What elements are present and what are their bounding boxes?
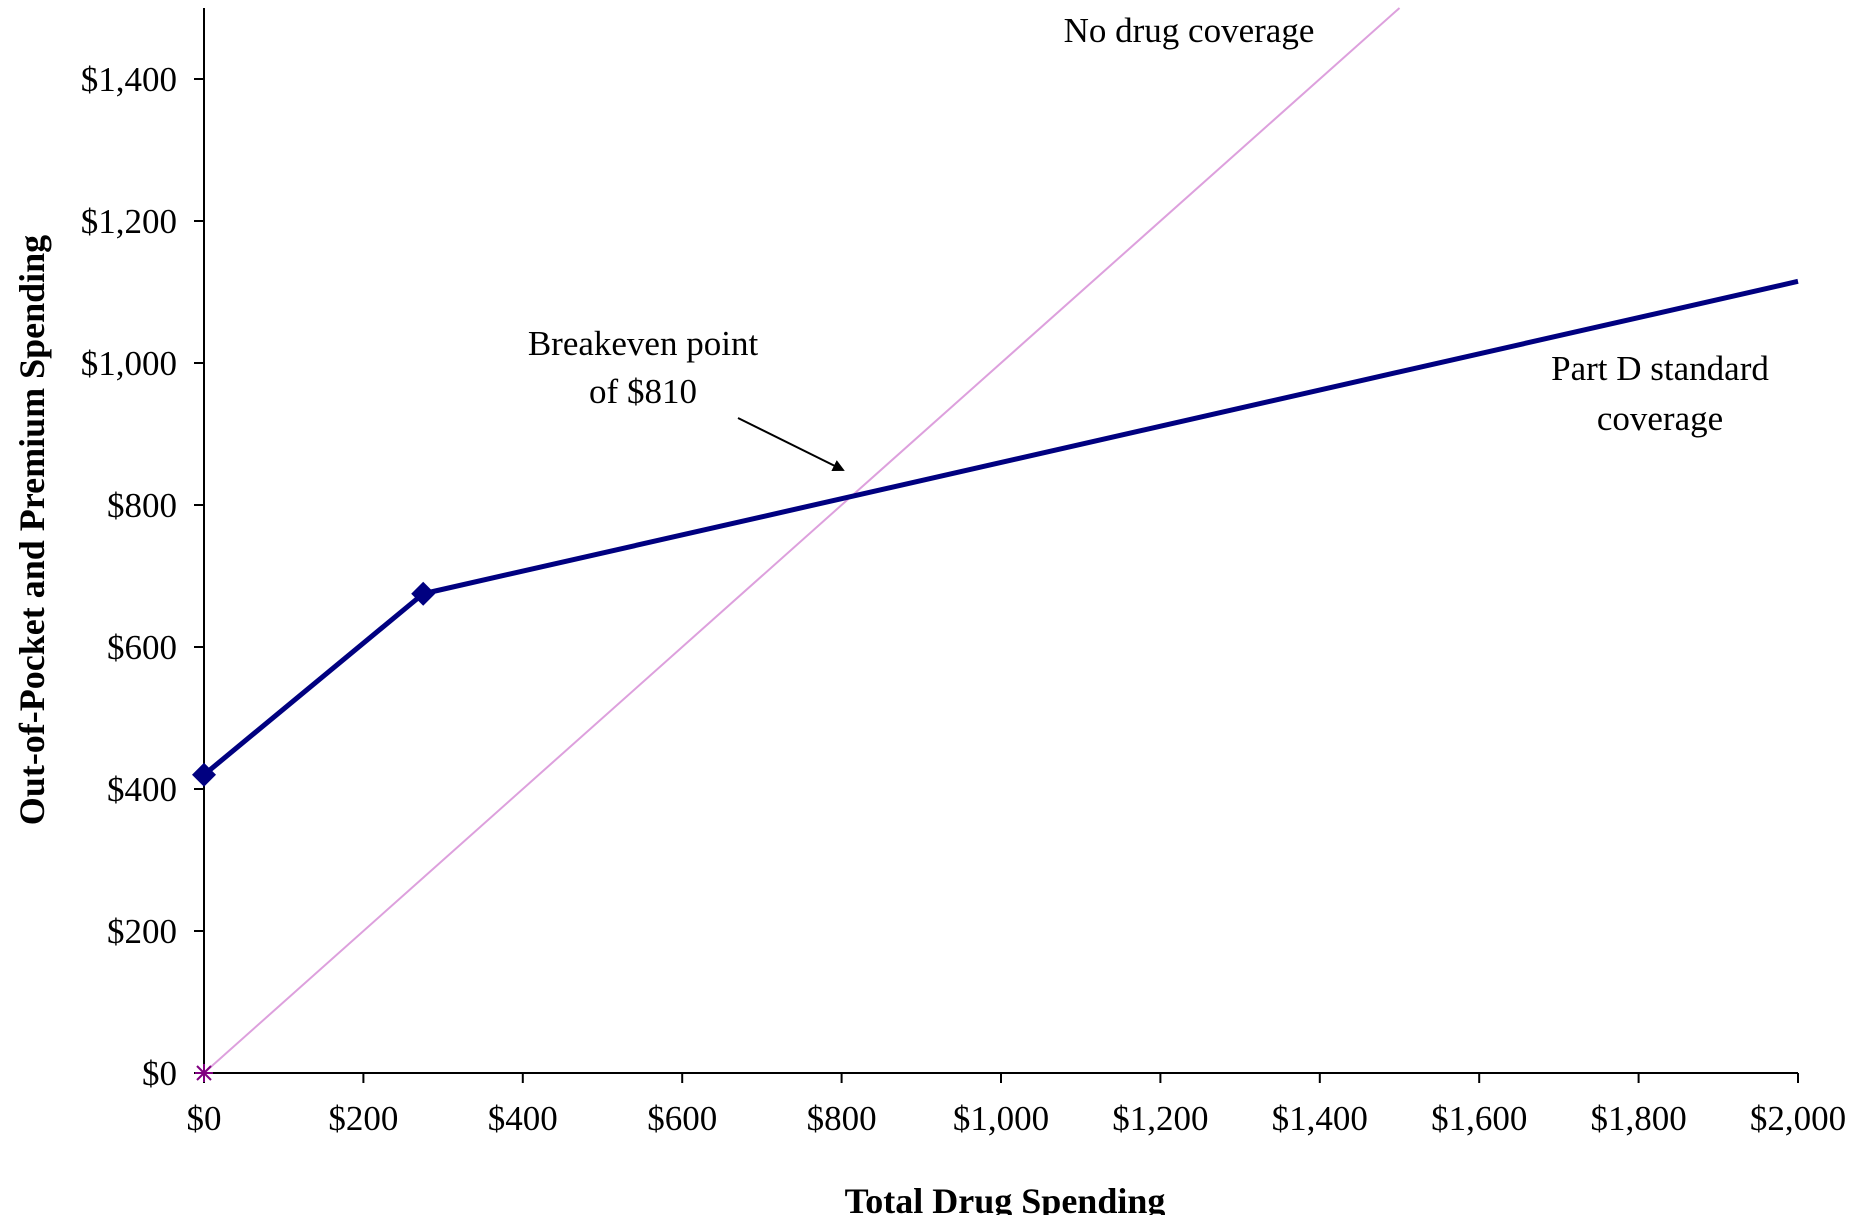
breakeven-arrow [737,417,845,471]
x-tick-label: $600 [647,1099,717,1138]
y-tick-label: $1,000 [81,344,177,383]
axes [203,8,1798,1074]
x-tick-label: $1,600 [1431,1099,1527,1138]
no-coverage-label: No drug coverage [1064,11,1315,50]
breakeven-label-line2: of $810 [589,372,697,411]
x-axis-title: Total Drug Spending [845,1181,1166,1215]
part-d-label-line2: coverage [1597,399,1723,438]
y-tick-label: $200 [107,912,177,951]
breakeven-label-line1: Breakeven point [528,324,759,363]
x-tick-label: $200 [328,1099,398,1138]
x-tick-label: $400 [488,1099,558,1138]
x-tick-label: $2,000 [1750,1099,1846,1138]
y-tick-label: $1,200 [81,202,177,241]
part-d-label-line1: Part D standard [1551,349,1769,388]
x-tick-label: $1,400 [1272,1099,1368,1138]
x-tick-label: $800 [807,1099,877,1138]
x-tick-label: $1,800 [1590,1099,1686,1138]
series-layer [192,7,1799,1082]
x-ticks: $0 $200 $400 $600 $800 $1,000 $1,200 $1,400 $1,6… [187,1073,1846,1138]
y-tick-label: $800 [107,486,177,525]
y-ticks: $0 $200 $400 $600 $800 $1,000 $1,200 $1,400 [81,60,204,1093]
y-tick-label: $400 [107,770,177,809]
x-tick-label: $1,000 [953,1099,1049,1138]
y-axis-title: Out-of-Pocket and Premium Spending [12,235,52,825]
part-d-point-marker [411,581,436,606]
series-no-drug-coverage [203,7,1401,1074]
x-tick-label: $1,200 [1112,1099,1208,1138]
x-tick-label: $0 [187,1099,222,1138]
y-tick-label: $0 [142,1054,177,1093]
part-d-point-marker [192,762,216,787]
y-tick-label: $1,400 [81,60,177,99]
y-tick-label: $600 [107,628,177,667]
origin-marker [195,1064,213,1082]
